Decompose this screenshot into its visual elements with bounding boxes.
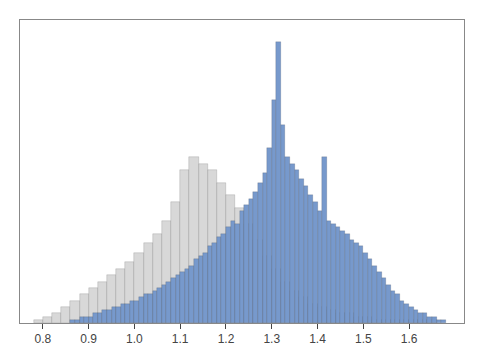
svg-text:1.3: 1.3 [263,332,280,346]
svg-text:1.4: 1.4 [309,332,326,346]
svg-text:1.5: 1.5 [355,332,372,346]
svg-text:1.6: 1.6 [401,332,418,346]
svg-text:0.8: 0.8 [35,332,52,346]
svg-text:1.0: 1.0 [126,332,143,346]
svg-text:1.1: 1.1 [172,332,189,346]
svg-text:1.2: 1.2 [218,332,235,346]
svg-text:0.9: 0.9 [80,332,97,346]
